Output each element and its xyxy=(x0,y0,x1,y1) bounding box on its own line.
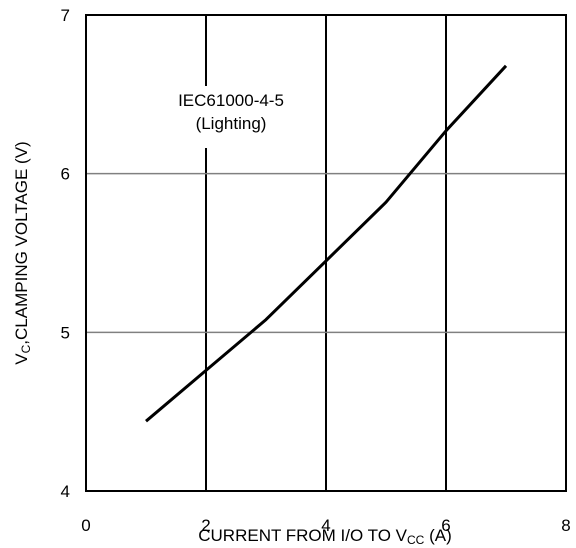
x-axis-label-tail: (A) xyxy=(424,526,451,545)
annotation-line-1: IEC61000-4-5 xyxy=(178,91,284,110)
x-tick-label: 2 xyxy=(201,516,210,535)
x-tick-label: 4 xyxy=(321,516,330,535)
grid-layer xyxy=(86,15,566,491)
y-axis-label: VC,CLAMPING VOLTAGE (V) xyxy=(12,141,33,364)
plot-frame xyxy=(85,14,567,492)
y-tick-label: 5 xyxy=(61,323,70,342)
tick-layer: 0 2 4 6 8 4 5 6 7 xyxy=(61,6,571,535)
x-tick-label: 6 xyxy=(441,516,450,535)
x-tick-label: 0 xyxy=(81,516,90,535)
y-tick-label: 6 xyxy=(61,165,70,184)
x-axis-label: CURRENT FROM I/O TO VCC (A) xyxy=(198,526,451,547)
series-line xyxy=(145,64,508,423)
annotation-background xyxy=(150,86,300,148)
y-tick-label: 4 xyxy=(61,482,70,501)
y-axis-label-sub: C xyxy=(19,344,33,353)
annotation-line-2: (Lighting) xyxy=(196,114,267,133)
x-tick-label: 8 xyxy=(561,516,570,535)
y-axis-label-main: ,CLAMPING VOLTAGE (V) xyxy=(12,141,31,344)
y-tick-label: 7 xyxy=(61,6,70,25)
x-axis-label-sub: CC xyxy=(407,533,425,547)
y-axis-label-pre: V xyxy=(12,353,31,365)
x-axis-label-main: CURRENT FROM I/O TO V xyxy=(198,526,407,545)
